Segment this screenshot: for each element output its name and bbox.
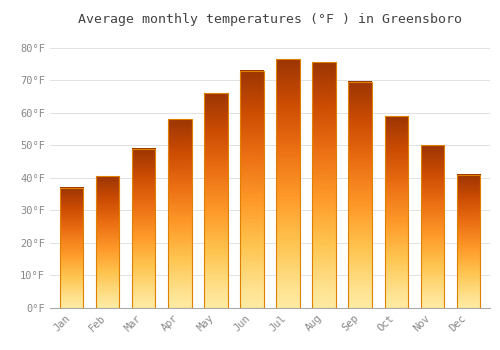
- Bar: [96, 176, 120, 308]
- Title: Average monthly temperatures (°F ) in Greensboro: Average monthly temperatures (°F ) in Gr…: [78, 13, 462, 26]
- Bar: [168, 119, 192, 308]
- Bar: [312, 62, 336, 308]
- Bar: [456, 175, 480, 308]
- Bar: [132, 149, 156, 308]
- Bar: [384, 116, 408, 308]
- Bar: [240, 71, 264, 308]
- Bar: [276, 59, 300, 308]
- Bar: [204, 93, 228, 308]
- Bar: [60, 188, 84, 308]
- Bar: [348, 82, 372, 308]
- Bar: [420, 145, 444, 308]
